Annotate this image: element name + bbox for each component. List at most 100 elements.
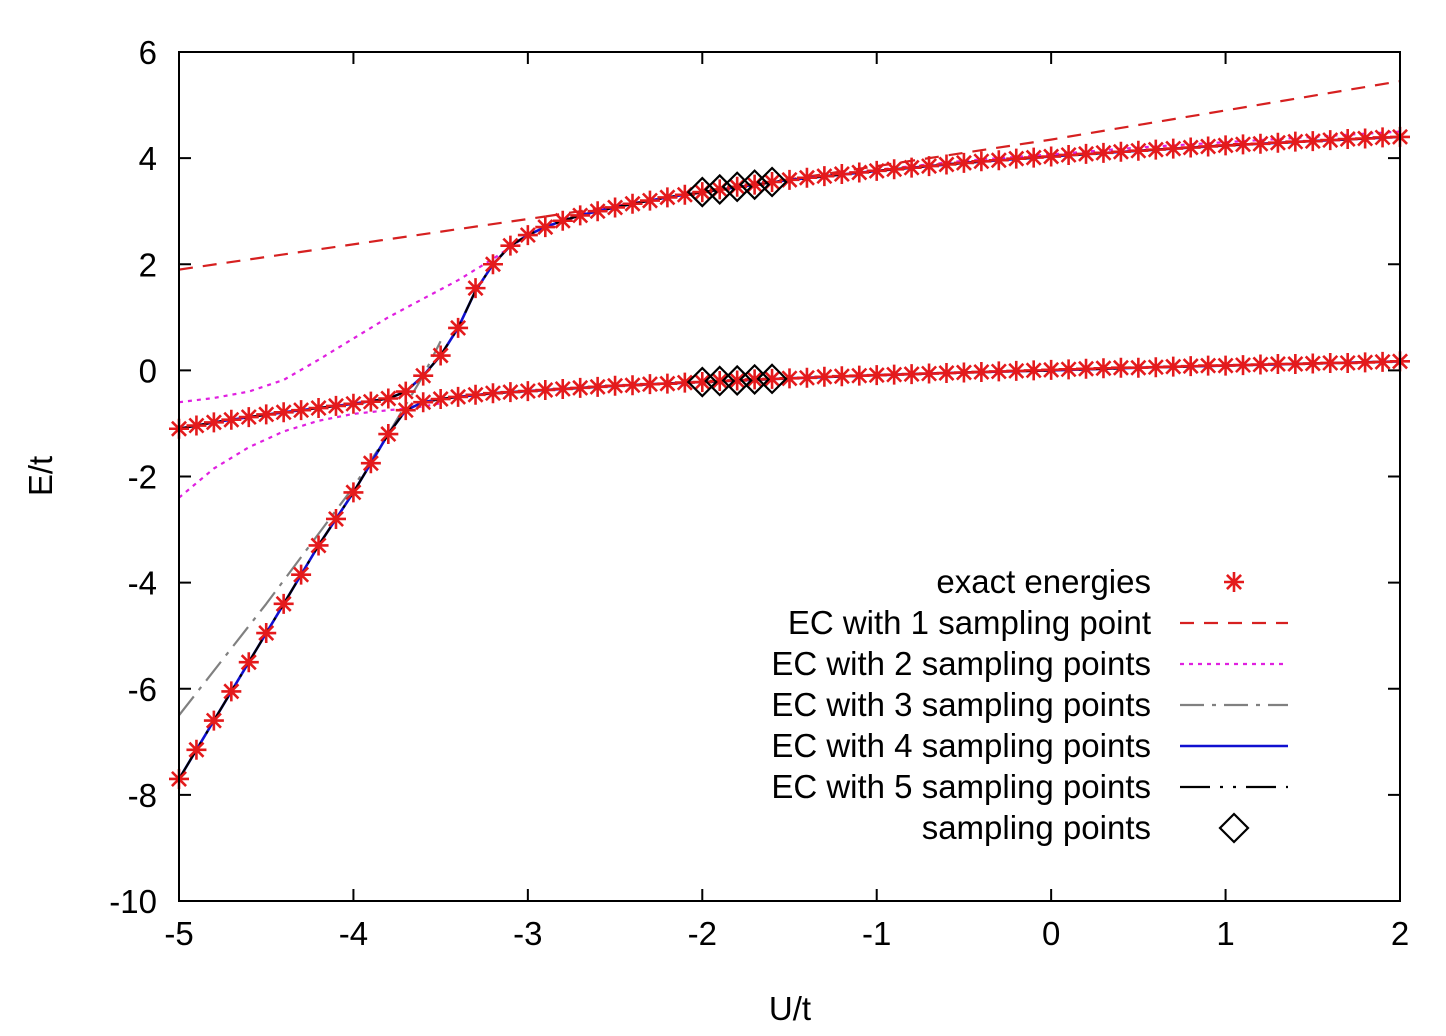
exact-energy-point [1337, 129, 1358, 150]
exact-energy-point [203, 412, 224, 433]
exact-energy-point [465, 384, 486, 405]
exact-energy-point [552, 378, 573, 399]
exact-energy-point [378, 388, 399, 409]
exact-energy-point [1302, 131, 1323, 152]
x-tick-label: -1 [862, 915, 891, 952]
exact-energy-point [291, 564, 312, 585]
exact-energy-point [796, 167, 817, 188]
y-tick-label: 2 [139, 246, 157, 283]
exact-energy-point [639, 374, 660, 395]
exact-energy-point [1128, 357, 1149, 378]
exact-energy-point [273, 593, 294, 614]
x-tick-label: 2 [1391, 915, 1409, 952]
exact-energy-point [1215, 355, 1236, 376]
x-tick-label: -3 [513, 915, 542, 952]
exact-energy-point [762, 368, 783, 389]
x-tick-label: -2 [688, 915, 717, 952]
exact-energy-point [936, 154, 957, 175]
exact-energy-point [1337, 352, 1358, 373]
y-tick-label: -4 [128, 565, 157, 602]
exact-energy-point [1233, 355, 1254, 376]
exact-energy-point [1128, 140, 1149, 161]
exact-energy-point [535, 380, 556, 401]
series-line-ec-with-2-sampling-points-branch-2 [179, 402, 441, 499]
exact-energy-point [936, 363, 957, 384]
exact-energy-point [1285, 354, 1306, 375]
exact-energy-point [1006, 360, 1027, 381]
exact-energy-point [273, 402, 294, 423]
exact-energy-point [1041, 359, 1062, 380]
x-tick-label: -4 [339, 915, 368, 952]
x-tick-label: 0 [1042, 915, 1060, 952]
x-tick-label: 1 [1216, 915, 1234, 952]
exact-energy-point [622, 193, 643, 214]
exact-energy-point [378, 424, 399, 445]
exact-energy-point [203, 710, 224, 731]
exact-energy-point [901, 157, 922, 178]
exact-energy-point [1180, 356, 1201, 377]
exact-energy-point [1215, 135, 1236, 156]
exact-energy-point [1233, 134, 1254, 155]
exact-energy-point [831, 366, 852, 387]
exact-energy-point [814, 166, 835, 187]
exact-energy-point [953, 152, 974, 173]
exact-energy-point [308, 535, 329, 556]
exact-energy-point [1267, 132, 1288, 153]
exact-energy-point [779, 368, 800, 389]
exact-energy-point [1110, 357, 1131, 378]
exact-energy-point [413, 392, 434, 413]
exact-energy-point [1058, 359, 1079, 380]
exact-energy-point [901, 364, 922, 385]
exact-energy-point [1006, 148, 1027, 169]
exact-energy-point [535, 217, 556, 238]
exact-energy-point [1250, 133, 1271, 154]
exact-energy-point [639, 190, 660, 211]
exact-energy-point [325, 508, 346, 529]
y-axis-label: E/t [22, 456, 59, 496]
exact-energy-point [430, 389, 451, 410]
exact-energy-point [186, 739, 207, 760]
exact-energy-point [657, 187, 678, 208]
exact-energy-point [343, 482, 364, 503]
exact-energy-point [971, 151, 992, 172]
exact-energy-point [308, 398, 329, 419]
exact-energy-point [605, 375, 626, 396]
exact-energy-point [953, 362, 974, 383]
exact-energy-point [552, 210, 573, 231]
exact-energy-point [744, 174, 765, 195]
exact-energy-point [796, 367, 817, 388]
exact-energy-point [622, 375, 643, 396]
exact-energy-point [674, 372, 695, 393]
exact-energy-point [692, 372, 713, 393]
exact-energy-point [360, 391, 381, 412]
y-tick-label: 6 [139, 34, 157, 71]
exact-energy-point [221, 409, 242, 430]
exact-energy-point [1023, 360, 1044, 381]
exact-energy-point [430, 345, 451, 366]
exact-energy-point [395, 400, 416, 421]
exact-energy-point [413, 365, 434, 386]
exact-energy-point [1058, 144, 1079, 165]
y-tick-label: -8 [128, 777, 157, 814]
legend: exact energies EC with 1 sampling point EC… [771, 563, 1288, 846]
exact-energy-point [1198, 355, 1219, 376]
y-tick-label: -6 [128, 671, 157, 708]
exact-energy-point [919, 363, 940, 384]
exact-energy-point [1355, 128, 1376, 149]
exact-energy-point [744, 369, 765, 390]
sampling-point-marker [739, 363, 771, 395]
exact-energy-point [1093, 142, 1114, 163]
exact-energy-point [1180, 137, 1201, 158]
exact-energy-point [221, 681, 242, 702]
exact-energy-point [1145, 357, 1166, 378]
exact-energy-point [1285, 131, 1306, 152]
exact-energy-point [256, 404, 277, 425]
sampling-point-marker [686, 176, 718, 208]
exact-energy-point [587, 201, 608, 222]
exact-energy-point [971, 361, 992, 382]
sampling-point-marker [756, 166, 788, 198]
exact-energy-point [517, 381, 538, 402]
exact-energy-point [343, 393, 364, 414]
exact-energy-point [1355, 352, 1376, 373]
